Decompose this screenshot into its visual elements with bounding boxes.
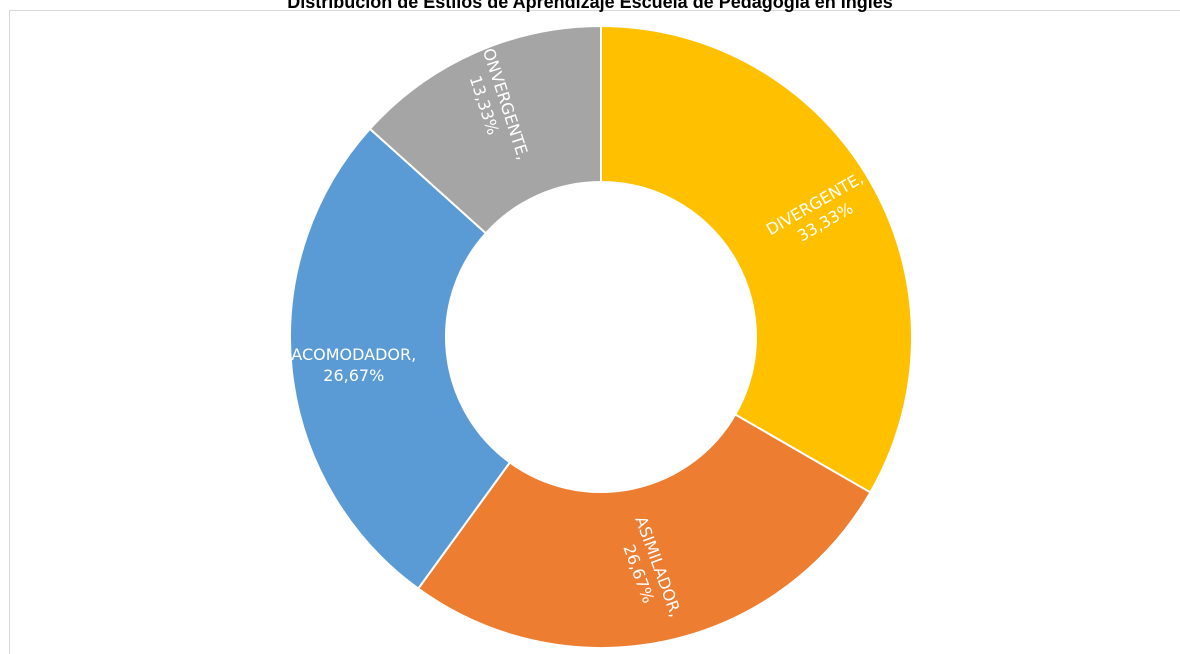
- slice-label-name: ACOMODADOR,: [291, 345, 416, 364]
- chart-title: Distribución de Estilos de Aprendizaje E…: [287, 0, 893, 12]
- slice-convergente: [368, 24, 602, 235]
- slice-asimilador: [416, 413, 872, 649]
- slice-label-value: 26,67%: [323, 366, 384, 385]
- chart-area: [9, 10, 1180, 654]
- slice-acomodador: [289, 127, 512, 591]
- slice-label-acomodador: ACOMODADOR, 26,67%: [291, 345, 416, 385]
- slice-divergente: [600, 24, 913, 494]
